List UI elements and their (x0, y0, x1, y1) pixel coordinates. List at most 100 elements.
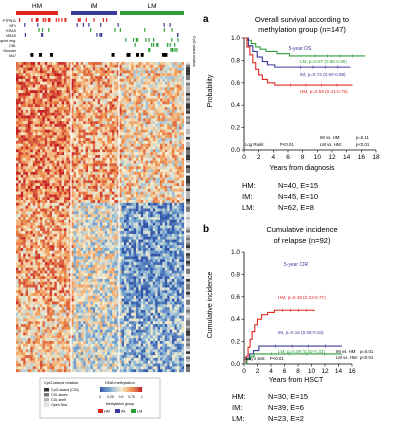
heatmap-cell (28, 76, 31, 80)
heatmap-cell (148, 242, 151, 246)
heatmap-cell (155, 129, 158, 133)
heatmap-cell (78, 118, 81, 122)
heatmap-cell (88, 231, 91, 235)
mutation-tick (49, 18, 51, 22)
heatmap-cell (157, 217, 161, 220)
heatmap-cell (155, 256, 158, 260)
heatmap-cell (179, 64, 182, 68)
heatmap-cell (68, 87, 72, 91)
heatmap-cell (152, 129, 156, 133)
heatmap-cell (54, 157, 57, 161)
heatmap-cell (64, 231, 67, 235)
heatmap-cell (47, 143, 50, 147)
heatmap-cell (16, 217, 19, 220)
heatmap-cell (157, 160, 161, 164)
heatmap-cell (42, 157, 45, 161)
heatmap-cell (78, 101, 81, 105)
heatmap-cell (104, 222, 108, 226)
heatmap-cell (78, 256, 81, 260)
heatmap-cell (61, 242, 65, 246)
heatmap-cell (140, 146, 144, 150)
heatmap-cell (66, 208, 69, 212)
heatmap-cell (59, 169, 62, 173)
heatmap-cell (102, 112, 105, 116)
heatmap-cell (172, 180, 175, 184)
heatmap-cell (128, 67, 132, 71)
heatmap-cell (80, 219, 84, 223)
heatmap-cell (68, 180, 72, 184)
heatmap-cell (169, 129, 173, 133)
heatmap-cell (35, 143, 38, 147)
heatmap-cell (56, 90, 60, 94)
heatmap-cell (78, 253, 81, 257)
heatmap-cell (162, 253, 165, 257)
heatmap-cell (30, 160, 33, 164)
heatmap-cell (73, 81, 77, 85)
heatmap-cell (133, 70, 137, 74)
heatmap-cell (174, 132, 177, 136)
heatmap-cell (78, 214, 81, 218)
heatmap-cell (138, 138, 141, 142)
heatmap-cell (18, 208, 21, 212)
heatmap-cell (107, 197, 110, 201)
heatmap-cell (35, 87, 38, 91)
heatmap-cell (109, 163, 113, 167)
heatmap-cell (121, 245, 125, 249)
heatmap-cell (100, 70, 103, 74)
heatmap-cell (160, 188, 163, 192)
mutation-tick (148, 38, 150, 42)
heatmap-cell (128, 112, 132, 116)
heatmap-cell (172, 169, 175, 173)
heatmap-cell (85, 143, 89, 147)
heatmap-cell (140, 160, 144, 164)
heatmap-cell (112, 194, 115, 198)
heatmap-cell (160, 121, 163, 125)
heatmap-cell (143, 250, 146, 254)
heatmap-cell (174, 231, 177, 235)
heatmap-cell (80, 67, 84, 71)
heatmap-cell (143, 118, 146, 122)
heatmap-cell (164, 138, 168, 142)
heatmap-cell (90, 152, 93, 156)
heatmap-cell (68, 197, 72, 201)
heatmap-cell (104, 157, 108, 161)
heatmap-cell (131, 211, 134, 215)
heatmap-cell (25, 64, 29, 68)
heatmap-cell (164, 62, 168, 65)
heatmap-cell (100, 62, 103, 65)
heatmap-cell (28, 171, 31, 175)
heatmap-cell (126, 169, 129, 173)
heatmap-cell (28, 208, 31, 212)
heatmap-cell (90, 126, 93, 130)
heatmap-cell (160, 84, 163, 88)
heatmap-cell (64, 183, 67, 187)
heatmap-cell (148, 174, 151, 178)
heatmap-cell (164, 67, 168, 71)
heatmap-cell (136, 135, 139, 139)
heatmap-cell (97, 87, 101, 91)
heatmap-cell (133, 200, 137, 204)
heatmap-cell (32, 118, 36, 122)
heatmap-cell (119, 112, 122, 116)
heatmap-cell (124, 250, 127, 254)
heatmap-cell (30, 250, 33, 254)
heatmap-cell (102, 115, 105, 119)
heatmap-cell (66, 188, 69, 192)
heatmap-cell (172, 143, 175, 147)
mutation-tick (48, 28, 50, 32)
heatmap-cell (181, 62, 185, 65)
heatmap-cell (124, 188, 127, 192)
heatmap-cell (52, 166, 55, 170)
heatmap-cell (169, 191, 173, 195)
heatmap-cell (42, 217, 45, 220)
heatmap-cell (97, 64, 101, 68)
heatmap-cell (95, 197, 98, 201)
heatmap-cell (124, 160, 127, 164)
mutation-tick (99, 33, 101, 37)
heatmap-cell (61, 188, 65, 192)
heatmap-cell (83, 101, 86, 105)
heatmap-cell (160, 115, 163, 119)
heatmap-cell (30, 126, 33, 130)
heatmap-cell (49, 242, 53, 246)
heatmap-cell (172, 152, 175, 156)
